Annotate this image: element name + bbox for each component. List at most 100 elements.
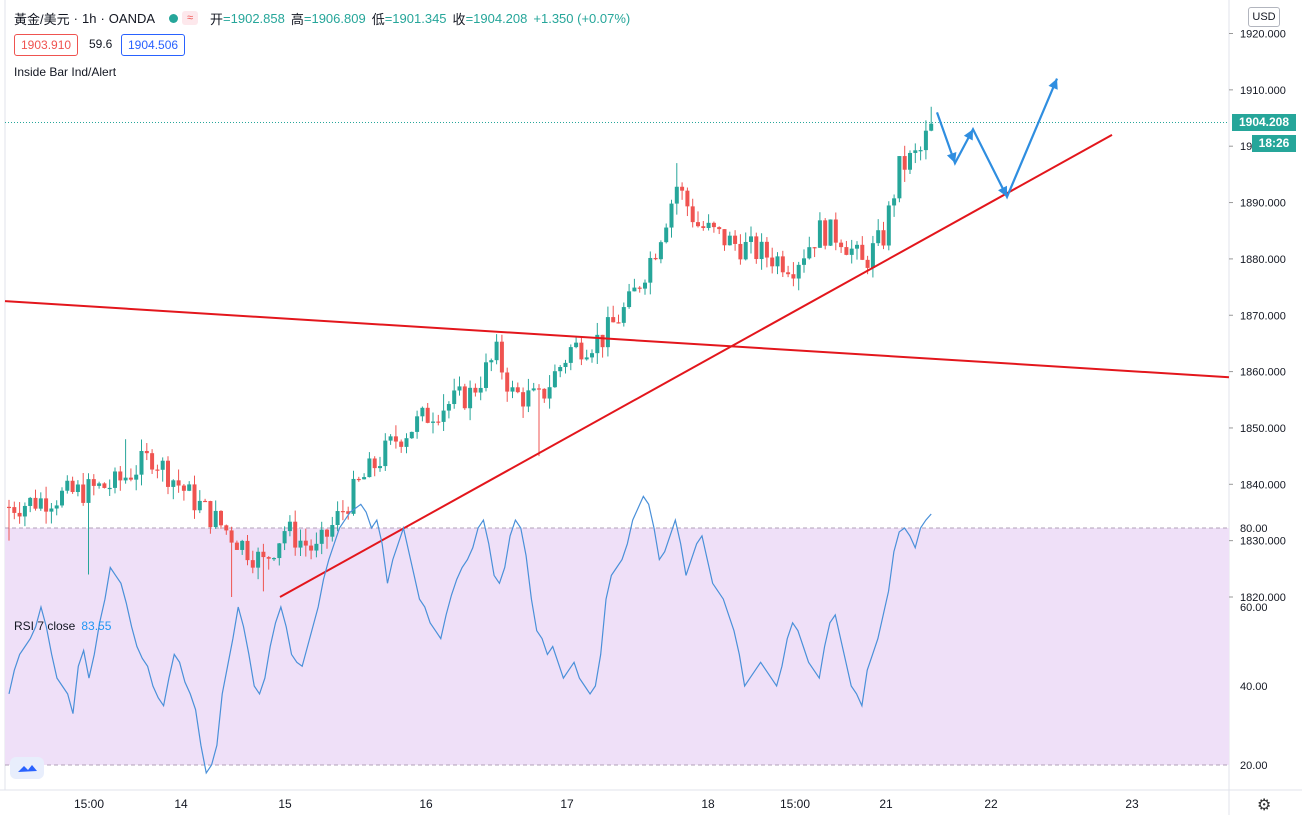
- candle-body: [499, 341, 504, 373]
- price-tick-label-0: 1820.000: [1240, 592, 1286, 604]
- open-label: 开: [210, 11, 224, 27]
- candle-body: [669, 203, 674, 228]
- candle-body: [881, 230, 886, 246]
- broker-label: OANDA: [108, 10, 156, 26]
- symbol-name[interactable]: 黃金/美元: [14, 11, 70, 27]
- candle-body: [54, 505, 59, 509]
- candle-body: [420, 407, 425, 417]
- candle-body: [515, 387, 520, 393]
- candle-body: [86, 479, 91, 503]
- sell-price-button[interactable]: 1903.910: [14, 34, 79, 56]
- candle-body: [786, 272, 791, 275]
- candle-body: [484, 362, 488, 388]
- candle-body: [780, 256, 785, 273]
- candle-body: [526, 390, 531, 407]
- price-tick-label-5: 1870.000: [1240, 310, 1286, 322]
- legend-separator-2: ·: [100, 10, 105, 26]
- candle-body: [892, 198, 897, 206]
- currency-button[interactable]: USD: [1248, 7, 1280, 27]
- candle-body: [807, 247, 812, 259]
- candle-body: [929, 123, 934, 131]
- rsi-line: [8, 495, 932, 775]
- arrowhead-3: [1048, 78, 1058, 90]
- time-tick-label-9: 23: [1125, 797, 1139, 811]
- candle-body: [155, 469, 160, 471]
- candle-body: [224, 525, 229, 531]
- candle-body: [197, 500, 202, 511]
- candle-body: [150, 453, 155, 470]
- candle-body: [759, 241, 764, 260]
- candle-body: [743, 241, 748, 260]
- candle-body: [584, 357, 589, 360]
- candle-body: [876, 230, 881, 244]
- candle-body: [674, 186, 679, 204]
- candle-body: [579, 342, 584, 360]
- candle-body: [817, 220, 822, 248]
- price-tick-label-1: 1830.000: [1240, 536, 1286, 548]
- candle-body: [648, 257, 653, 283]
- indicator-label[interactable]: Inside Bar Ind/Alert: [14, 65, 117, 79]
- market-open-status-icon: [169, 13, 179, 23]
- candle-body: [160, 460, 165, 470]
- candle-body: [431, 421, 435, 423]
- candle-body: [568, 347, 573, 363]
- candle-body: [701, 226, 706, 229]
- candle-body: [680, 186, 685, 191]
- time-tick-label-4: 17: [560, 797, 574, 811]
- candle-body: [902, 156, 907, 170]
- candle-body: [722, 229, 727, 246]
- candle-body: [595, 334, 600, 354]
- high-label: 高: [290, 11, 304, 27]
- candle-body: [176, 480, 181, 486]
- candle-body: [468, 387, 473, 409]
- time-tick-label-3: 16: [419, 797, 433, 811]
- candle-body: [749, 236, 753, 242]
- buy-price-button[interactable]: 1904.506: [121, 34, 186, 56]
- candle-body: [627, 291, 632, 308]
- candle-body: [378, 466, 382, 469]
- candle-body: [266, 557, 271, 559]
- interval-label[interactable]: 1h: [81, 10, 97, 26]
- candle-body: [775, 256, 780, 267]
- candle-body: [860, 244, 865, 260]
- candle-body: [7, 506, 11, 509]
- candle-body: [812, 247, 817, 249]
- candle-body: [356, 478, 361, 481]
- candle-body: [897, 156, 902, 199]
- candle-body: [75, 484, 80, 492]
- gear-icon[interactable]: ⚙: [1257, 797, 1272, 814]
- candle-body: [277, 543, 282, 559]
- candle-body: [823, 220, 828, 246]
- candle-body: [404, 438, 409, 447]
- candle-body: [187, 484, 192, 491]
- tradingview-logo-icon[interactable]: [10, 757, 44, 779]
- rsi-tick-label-1: 40.00: [1240, 681, 1268, 693]
- candle-body: [49, 508, 54, 512]
- candle-body: [28, 497, 33, 506]
- candle-body: [653, 257, 658, 260]
- candle-body: [97, 483, 102, 486]
- close-label: 收: [452, 11, 466, 27]
- projection-path-arrow: [935, 78, 1059, 200]
- candle-body: [494, 341, 499, 361]
- price-tick-label-6: 1880.000: [1240, 254, 1286, 266]
- candle-body: [547, 387, 552, 399]
- candle-body: [229, 530, 234, 543]
- candle-body: [436, 421, 441, 423]
- wave-icon: ≈: [182, 11, 199, 25]
- candle-body: [457, 386, 462, 391]
- candle-body: [574, 342, 579, 348]
- rsi-legend[interactable]: RSI 7 close 83.55: [14, 619, 111, 633]
- candle-body: [325, 529, 329, 537]
- candle-body: [706, 222, 711, 229]
- candle-body: [113, 471, 117, 488]
- candle-body: [234, 542, 239, 550]
- low-label: 低: [371, 11, 385, 27]
- candle-body: [542, 388, 547, 399]
- close-value: =1904.208: [465, 10, 528, 26]
- candle-body: [711, 222, 716, 228]
- candle-body: [287, 521, 292, 532]
- change-value: +1.350 (+0.07%): [533, 10, 631, 26]
- candle-body: [738, 243, 743, 260]
